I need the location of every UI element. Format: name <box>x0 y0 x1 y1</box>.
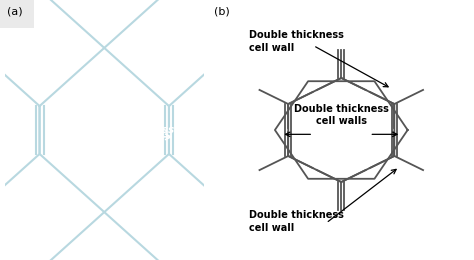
Text: Double thickness
cell wall: Double thickness cell wall <box>249 30 344 53</box>
Text: Double thickness
cell wall: Double thickness cell wall <box>74 125 174 149</box>
Text: Double thickness
cell walls: Double thickness cell walls <box>294 104 389 126</box>
Text: (a): (a) <box>7 7 23 17</box>
Text: Double thickness
cell wall: Double thickness cell wall <box>249 210 344 232</box>
Text: (b): (b) <box>214 6 229 16</box>
